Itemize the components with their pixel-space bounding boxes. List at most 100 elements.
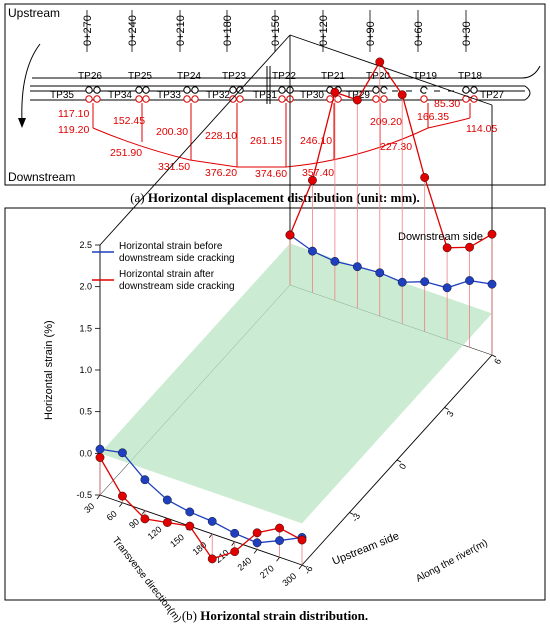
series-after-point — [275, 523, 284, 533]
caption-b: (b) Horizontal strain distribution. — [182, 608, 368, 623]
gauge-point-icon — [236, 95, 244, 103]
drop-lines — [99, 61, 493, 565]
series-before-point — [207, 516, 217, 526]
station-label: 0+30 — [461, 21, 473, 46]
gauge-point-icon — [191, 86, 199, 94]
displacement-value: 357.40 — [302, 167, 334, 179]
bottom-point-label: TP27 — [480, 90, 504, 101]
displacement-value: 376.20 — [205, 167, 237, 179]
top-point-label: TP26 — [78, 71, 102, 82]
displacement-value: 209.20 — [370, 116, 402, 128]
x-tick-label: 90 — [127, 516, 141, 530]
top-point-label: TP25 — [128, 71, 152, 82]
displacement-value: 228.10 — [205, 130, 237, 142]
gauge-point-icon — [183, 95, 191, 103]
series-before-point — [275, 536, 284, 545]
series-after-line — [289, 60, 493, 249]
bottom-point-label: TP33 — [157, 90, 181, 101]
series-after-line — [99, 457, 303, 560]
gauge-point-icon — [380, 95, 388, 103]
displacement-value: 85.30 — [434, 98, 460, 110]
station-label: 0+270 — [82, 15, 94, 46]
gauge-point-icon — [85, 95, 93, 103]
y-tick — [301, 564, 307, 568]
gauge-point-icon — [372, 95, 380, 103]
gauge-point-icon — [135, 86, 143, 94]
series-after-point — [297, 535, 307, 545]
bottom-point-label: TP29 — [346, 90, 370, 101]
series-lines — [99, 60, 493, 560]
y-tick-label: -6 — [302, 564, 315, 576]
upstream-label: Upstream — [8, 6, 60, 20]
box-edge — [99, 34, 291, 246]
series-markers — [95, 57, 497, 564]
series-after-point — [397, 90, 407, 100]
series-after-point — [442, 243, 452, 253]
series-after-point — [95, 453, 105, 462]
y-tick-label: 6 — [492, 357, 503, 366]
displacement-curve — [92, 117, 471, 168]
caption-a: (a) Horizontal displacement distribution… — [130, 190, 420, 205]
series-after-point — [185, 521, 195, 531]
gauge-point-icon — [372, 86, 380, 94]
legend: Horizontal strain before downstream side… — [92, 241, 235, 292]
x-tick — [208, 533, 213, 539]
displacement-value: 246.10 — [300, 135, 332, 147]
y-tick-label: 3 — [445, 409, 456, 418]
bottom-points: TP35 TP34 TP33 TP32 TP31 TP30 TP29 TP27 — [50, 86, 504, 103]
top-point-label: TP21 — [321, 71, 345, 82]
series-after-point — [207, 554, 217, 564]
y-tick — [444, 407, 449, 410]
station-label: 0+120 — [318, 15, 330, 46]
bottom-point-label: TP32 — [206, 90, 230, 101]
gauge-point-icon — [462, 86, 470, 94]
downstream-label: Downstream — [8, 170, 75, 184]
series-before-point — [252, 538, 262, 548]
top-point-label: TP19 — [413, 71, 437, 82]
x-tick — [276, 556, 280, 562]
legend-label-before-1: Horizontal strain before — [119, 241, 223, 252]
displacement-value: 261.15 — [250, 135, 282, 147]
station-label: 0+60 — [413, 21, 425, 46]
series-after-point — [465, 242, 474, 252]
gauge-point-icon — [278, 86, 286, 94]
top-points: TP26 TP25 TP24 TP23 TP22 TP21 TP20 TP19 TP18 — [78, 71, 482, 82]
series-before-point — [397, 277, 407, 287]
series-before-point — [162, 495, 172, 505]
station-labels: 0+270 0+240 0+210 0+180 0+150 0+120 0+90 0+60 0+… — [82, 10, 473, 52]
x-tick-label: 60 — [105, 509, 119, 523]
displacement-labels: 117.10 119.20 152.45 251.90 200.30 331.50 228.… — [58, 98, 497, 180]
y-tick — [491, 354, 497, 358]
series-before-point — [465, 276, 474, 285]
legend-label-after-2: downstream side cracking — [119, 281, 235, 292]
x-tick-label: 30 — [82, 501, 96, 515]
series-before-point — [230, 528, 240, 538]
z-tick-label: -0.5 — [76, 490, 92, 500]
station-label: 0+240 — [127, 15, 139, 46]
displacement-value: 374.60 — [255, 168, 287, 180]
gauge-point-icon — [334, 95, 342, 103]
legend-label-after-1: Horizontal strain after — [119, 269, 215, 280]
station-label: 0+90 — [365, 21, 377, 46]
dam-crest-line — [32, 65, 541, 79]
series-after-point — [162, 518, 172, 527]
x-tick — [298, 564, 303, 570]
gauge-point-icon — [191, 95, 199, 103]
series-after-point — [420, 173, 430, 182]
flow-direction-arrow — [21, 43, 41, 123]
displacement-value: 152.45 — [113, 115, 145, 127]
gauge-point-icon — [142, 86, 150, 94]
gauge-point-icon — [183, 86, 191, 94]
series-after-point — [308, 175, 317, 185]
gauge-point-icon — [229, 86, 237, 94]
x-tick — [96, 494, 101, 500]
top-point-label: TP20 — [366, 71, 390, 82]
series-before-point — [487, 279, 497, 289]
bottom-point-label: TP35 — [50, 90, 74, 101]
x-tick — [231, 541, 235, 546]
series-after-point — [230, 547, 240, 557]
station-label: 0+210 — [175, 15, 187, 46]
zero-plane-surface — [100, 243, 492, 524]
series-before-point — [330, 256, 340, 266]
gauge-point-icon — [135, 95, 143, 103]
